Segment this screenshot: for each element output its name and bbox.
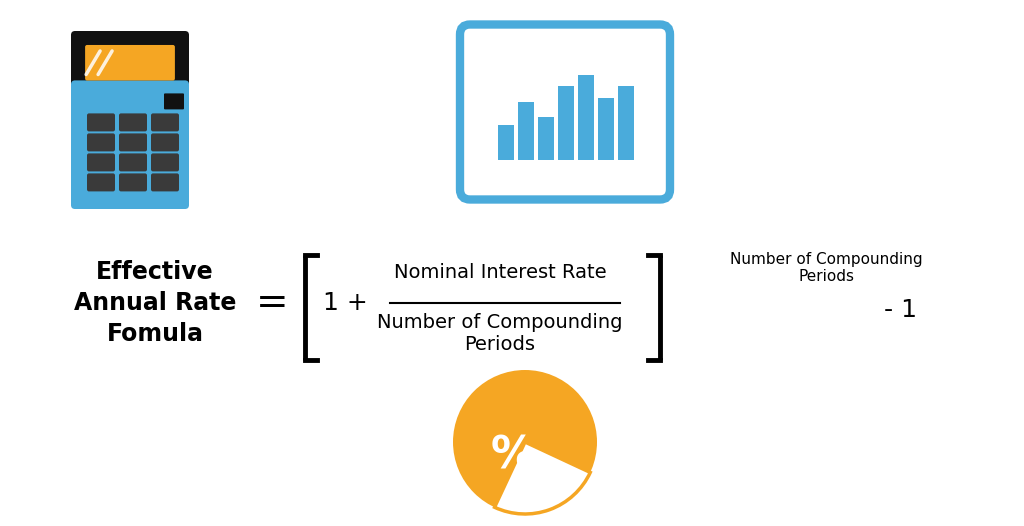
Text: Fomula: Fomula [106, 322, 204, 346]
FancyBboxPatch shape [87, 154, 115, 171]
FancyBboxPatch shape [151, 174, 179, 191]
Text: %: % [525, 395, 550, 419]
Text: Effective: Effective [96, 260, 214, 284]
FancyBboxPatch shape [119, 134, 147, 151]
Wedge shape [495, 442, 590, 514]
Text: Number of Compounding
Periods: Number of Compounding Periods [730, 252, 923, 284]
FancyBboxPatch shape [164, 94, 184, 109]
Bar [518, 102, 534, 159]
Bar [558, 86, 574, 159]
Text: =: = [256, 284, 289, 322]
FancyBboxPatch shape [87, 134, 115, 151]
FancyBboxPatch shape [85, 45, 175, 80]
FancyBboxPatch shape [119, 114, 147, 132]
Text: Annual Rate: Annual Rate [74, 291, 237, 315]
FancyBboxPatch shape [151, 154, 179, 171]
Text: - 1: - 1 [884, 298, 916, 322]
Bar [598, 98, 614, 159]
Text: %: % [490, 434, 536, 478]
Text: 1 +: 1 + [323, 291, 368, 315]
Bar [538, 117, 554, 159]
FancyBboxPatch shape [119, 174, 147, 191]
FancyBboxPatch shape [71, 31, 189, 94]
Circle shape [453, 370, 597, 514]
FancyBboxPatch shape [151, 114, 179, 132]
FancyBboxPatch shape [71, 80, 189, 209]
FancyBboxPatch shape [151, 134, 179, 151]
Text: Nominal Interest Rate: Nominal Interest Rate [393, 262, 606, 281]
Bar [498, 125, 514, 159]
FancyBboxPatch shape [87, 114, 115, 132]
FancyBboxPatch shape [119, 154, 147, 171]
Text: Number of Compounding
Periods: Number of Compounding Periods [377, 312, 623, 353]
FancyBboxPatch shape [460, 25, 670, 199]
Bar [578, 75, 594, 159]
FancyBboxPatch shape [87, 174, 115, 191]
Bar [618, 86, 634, 159]
